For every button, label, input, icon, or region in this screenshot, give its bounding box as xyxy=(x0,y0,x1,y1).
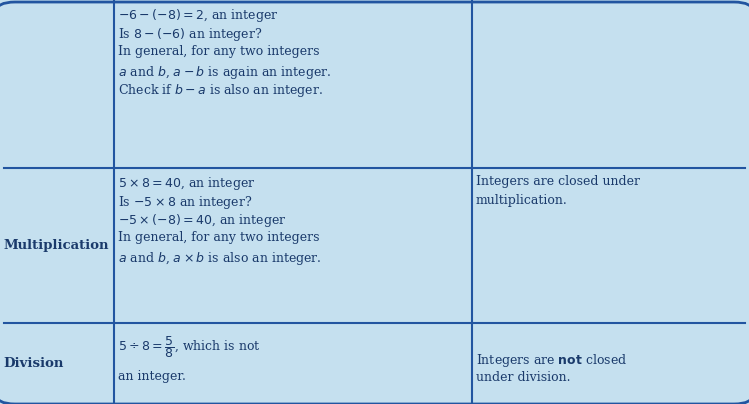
Text: $-6-(-8)=2$, an integer: $-6-(-8)=2$, an integer xyxy=(118,7,278,24)
Text: Is $8-(-6)$ an integer?: Is $8-(-6)$ an integer? xyxy=(118,26,262,43)
Text: under division.: under division. xyxy=(476,371,570,384)
Text: multiplication.: multiplication. xyxy=(476,194,567,207)
Text: In general, for any two integers: In general, for any two integers xyxy=(118,231,319,244)
Text: $a$ and $b$, $a\times b$ is also an integer.: $a$ and $b$, $a\times b$ is also an inte… xyxy=(118,250,321,267)
Text: $5\div8=\dfrac{5}{8}$, which is not: $5\div8=\dfrac{5}{8}$, which is not xyxy=(118,335,261,360)
Text: Integers are closed under: Integers are closed under xyxy=(476,175,640,188)
Text: In general, for any two integers: In general, for any two integers xyxy=(118,45,319,58)
Text: Check if $b-a$ is also an integer.: Check if $b-a$ is also an integer. xyxy=(118,82,323,99)
Text: $a$ and $b$, $a-b$ is again an integer.: $a$ and $b$, $a-b$ is again an integer. xyxy=(118,63,331,80)
Text: Is $-5\times8$ an integer?: Is $-5\times8$ an integer? xyxy=(118,194,252,210)
Text: Division: Division xyxy=(4,357,64,370)
Text: Multiplication: Multiplication xyxy=(4,239,109,252)
Text: $-5\times(-8)=40$, an integer: $-5\times(-8)=40$, an integer xyxy=(118,213,286,229)
Text: an integer.: an integer. xyxy=(118,370,186,383)
Text: $5\times8=40$, an integer: $5\times8=40$, an integer xyxy=(118,175,255,192)
Text: Integers are $\mathbf{not}$ closed: Integers are $\mathbf{not}$ closed xyxy=(476,352,627,369)
